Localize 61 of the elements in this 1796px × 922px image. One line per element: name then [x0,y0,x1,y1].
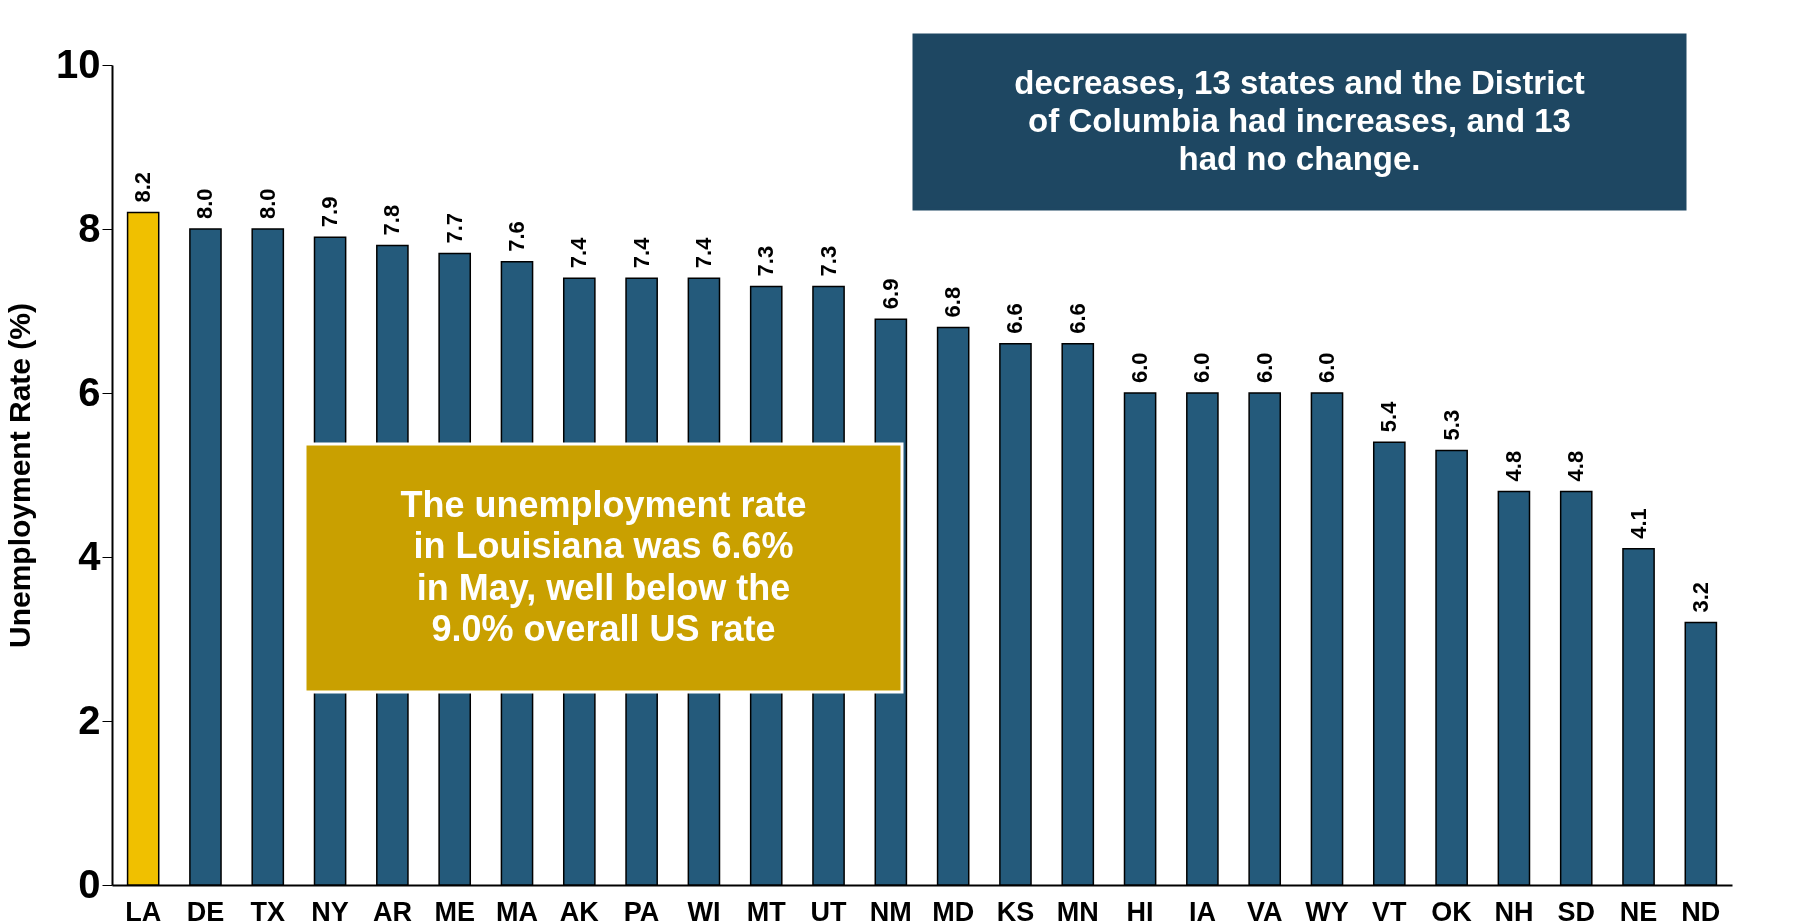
y-axis-title: Unemployment Rate (%) [3,302,37,649]
data-label: 7.9 [317,196,343,228]
x-tick-label: HI [1126,896,1154,922]
x-tick-label: ME [434,896,475,922]
y-tick-label: 2 [78,697,101,742]
data-label: 4.1 [1625,508,1651,539]
x-tick-label: IA [1188,896,1216,922]
data-label: 6.6 [1064,303,1090,334]
x-tick-label: KS [996,896,1035,922]
data-label: 7.8 [379,204,405,236]
data-label: 6.8 [940,286,966,318]
y-tick-label: 0 [78,861,101,906]
annotation: The unemployment rate in Louisiana was 6.6% in May, well below the 9.0% overall US rate [400,483,807,650]
y-tick-label: 4 [78,533,102,578]
data-label: 7.4 [690,236,716,269]
data-label: 8.0 [192,188,218,219]
x-tick-label: AK [559,896,600,922]
x-tick-label: NE [1619,896,1658,922]
data-label: 7.4 [566,236,592,269]
x-tick-label: MN [1056,896,1099,922]
data-label: 6.9 [877,278,903,310]
data-label: 6.0 [1189,352,1215,383]
data-label: 7.3 [753,245,779,277]
x-tick-label: WI [687,896,721,922]
y-tick-label: 10 [56,41,101,86]
data-label: 6.0 [1251,352,1277,383]
data-label: 8.0 [254,188,280,219]
data-label: 7.4 [628,236,654,269]
data-label: 5.3 [1438,409,1464,441]
x-tick-label: MT [746,896,787,922]
x-tick-label: OK [1431,896,1473,922]
x-tick-label: AR [372,896,412,922]
data-label: 5.4 [1376,400,1402,433]
x-tick-label: VA [1246,896,1283,922]
annotation: decreases, 13 states and the District of Columbia had increases, and 13 had no change. [1014,64,1585,177]
x-tick-label: MD [932,896,975,922]
x-tick-label: TX [250,896,286,922]
x-tick-label: NY [311,896,349,922]
data-label: 6.0 [1127,352,1153,383]
x-tick-label: PA [623,896,660,922]
data-label: 3.2 [1687,582,1713,613]
x-tick-label: NH [1494,896,1534,922]
data-label: 7.3 [815,245,841,277]
data-label: 7.7 [441,213,467,244]
y-tick-label: 8 [78,205,101,250]
data-label: 4.8 [1563,450,1589,482]
x-tick-label: ND [1681,896,1721,922]
data-label: 7.6 [504,221,529,252]
x-tick-label: LA [125,896,162,922]
x-tick-label: SD [1557,896,1595,922]
data-label: 6.0 [1314,352,1339,383]
x-tick-label: VT [1372,896,1408,922]
x-tick-label: WY [1305,896,1349,922]
data-label: 4.8 [1500,450,1526,482]
data-label: 8.2 [130,172,156,203]
x-tick-label: DE [186,896,225,922]
y-tick-label: 6 [78,369,101,414]
x-tick-label: UT [810,896,848,922]
x-tick-label: NM [869,896,912,922]
x-tick-label: MA [496,896,538,922]
data-label: 6.6 [1002,303,1028,334]
